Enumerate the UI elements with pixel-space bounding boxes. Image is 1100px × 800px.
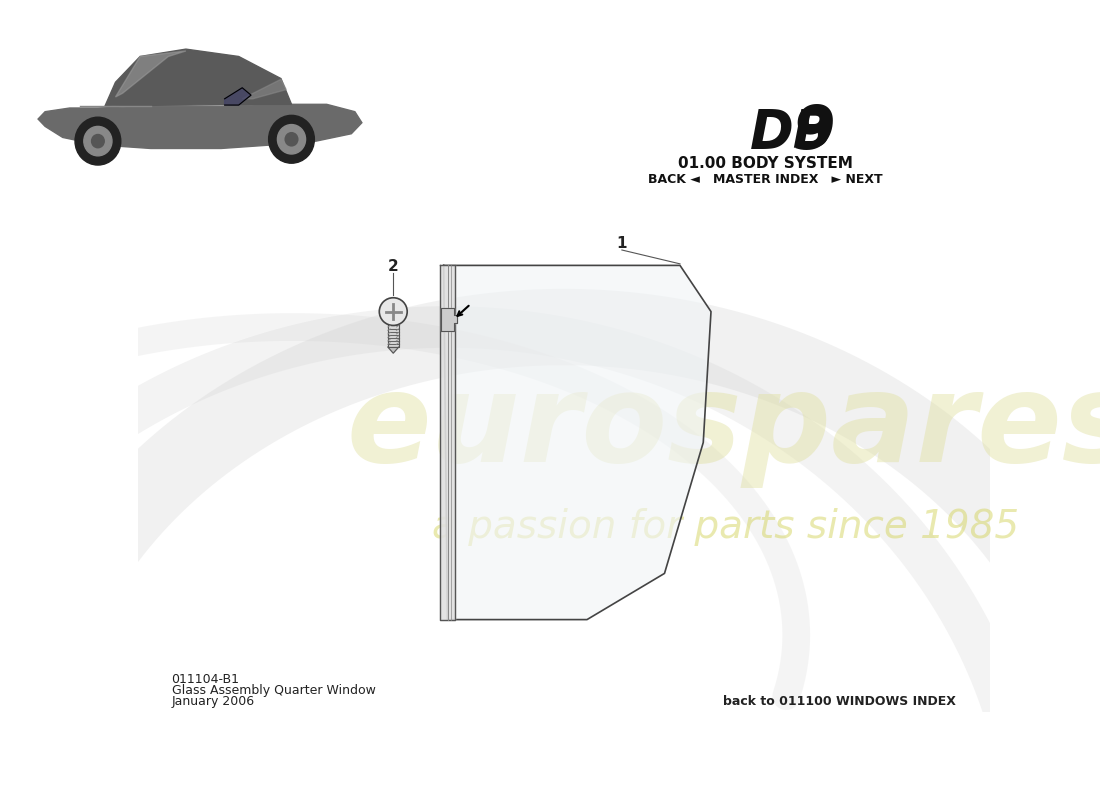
Circle shape — [75, 117, 121, 165]
Circle shape — [91, 134, 104, 148]
Circle shape — [285, 133, 298, 146]
Text: 9: 9 — [792, 103, 835, 162]
Polygon shape — [116, 51, 186, 97]
Text: BACK ◄   MASTER INDEX   ► NEXT: BACK ◄ MASTER INDEX ► NEXT — [648, 173, 882, 186]
Polygon shape — [441, 308, 456, 331]
Polygon shape — [104, 49, 292, 106]
Polygon shape — [39, 104, 362, 149]
Polygon shape — [440, 266, 455, 619]
Text: back to 011100 WINDOWS INDEX: back to 011100 WINDOWS INDEX — [723, 694, 956, 708]
Text: 011104-B1: 011104-B1 — [172, 673, 240, 686]
Text: eurospares: eurospares — [346, 366, 1100, 488]
Circle shape — [277, 125, 306, 154]
Circle shape — [84, 126, 112, 156]
Text: 01.00 BODY SYSTEM: 01.00 BODY SYSTEM — [678, 156, 852, 171]
Polygon shape — [388, 347, 398, 353]
Circle shape — [268, 115, 315, 163]
Polygon shape — [224, 88, 251, 105]
Text: Glass Assembly Quarter Window: Glass Assembly Quarter Window — [172, 684, 375, 697]
Text: 2: 2 — [388, 259, 398, 274]
Polygon shape — [242, 79, 286, 98]
Circle shape — [379, 298, 407, 326]
Text: a passion for parts since 1985: a passion for parts since 1985 — [432, 508, 1019, 546]
Polygon shape — [443, 266, 711, 619]
Text: 1: 1 — [617, 236, 627, 251]
Text: DB: DB — [750, 107, 834, 159]
Polygon shape — [388, 326, 398, 347]
Text: January 2006: January 2006 — [172, 694, 255, 708]
